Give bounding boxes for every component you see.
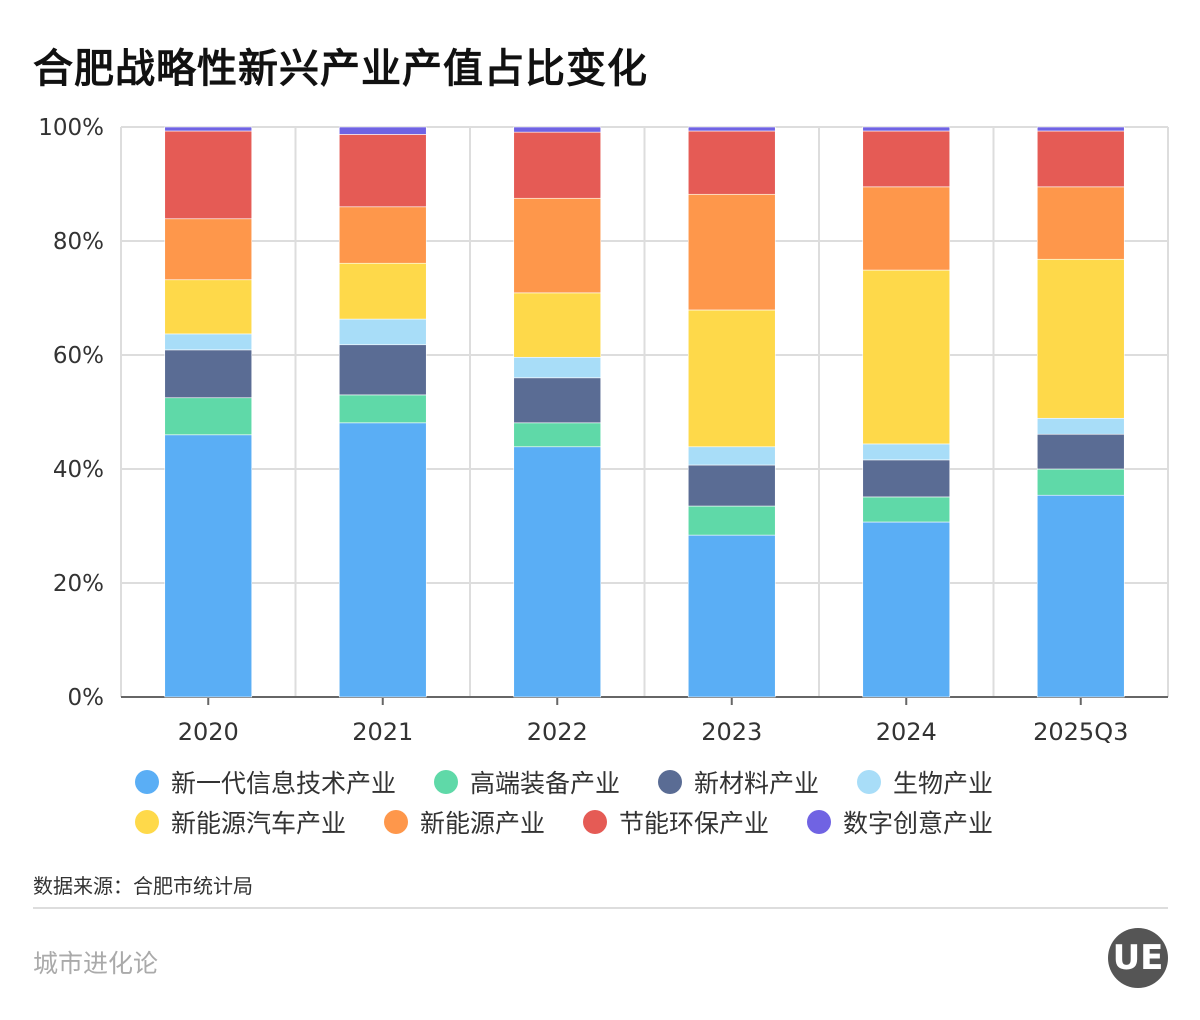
bar-segment [513,446,602,698]
bar-segment [164,333,253,351]
x-tick-label: 2024 [876,718,937,746]
bar-segment [164,349,253,399]
chart-title: 合肥战略性新兴产业产值占比变化 [33,46,648,92]
bar-segment [164,397,253,436]
legend-label: 高端装备产业 [470,769,621,798]
bar-segment [687,309,776,448]
bar-segment [164,218,253,281]
bar-segment [687,505,776,536]
bar-segment [862,269,951,445]
bar-segment [513,126,602,133]
legend-marker [434,770,459,794]
bar-segment [1036,433,1125,470]
bar-segment [338,394,427,424]
bar-segment [338,422,427,698]
legend-item: 数字创意产业 [807,804,993,840]
bar-segment [513,422,602,448]
bar-segment [164,130,253,220]
bar-segment [862,443,951,461]
x-tick-label: 2020 [178,718,239,746]
bar-segment [338,126,427,135]
legend-item: 新能源产业 [384,804,545,840]
footer-brand: 城市进化论 [33,949,159,978]
bar-segment [687,464,776,507]
legend-marker [658,770,683,794]
bar-segment [513,131,602,199]
source-note: 数据来源：合肥市统计局 [33,874,253,898]
legend-label: 新能源产业 [420,809,546,838]
stacked-bar-chart: 0% 20% 40% 60% 80% 100% 2020 2021 2022 2023 2024 20… [38,115,1169,746]
legend-label: 新一代信息技术产业 [171,769,397,798]
legend: 新一代信息技术产业 高端装备产业 新材料产业 生物产业 新能源汽车产业 新能源产业 节能环… [135,762,1135,842]
legend-item: 高端装备产业 [434,764,620,800]
bar-segment [862,521,951,698]
bar-segment [338,206,427,264]
bar-segment [338,318,427,346]
bar-segment [164,434,253,698]
bar-segment [687,130,776,195]
bar-segment [862,130,951,188]
y-tick-label: 60% [53,343,104,369]
legend-item: 新材料产业 [658,764,819,800]
bar-segment [687,446,776,466]
bar-segment [862,126,951,132]
legend-item: 生物产业 [857,764,993,800]
bar-segment [513,197,602,294]
bar-segment [164,279,253,335]
bar-segment [687,126,776,132]
bar-segment [862,186,951,271]
bar-segment [862,459,951,498]
legend-marker [583,810,608,834]
legend-label: 生物产业 [893,769,994,798]
legend-label: 新材料产业 [694,769,820,798]
legend-marker [807,810,832,834]
bar-segment [513,377,602,424]
bar-segment [1036,417,1125,435]
bar-segment [687,534,776,698]
legend-item: 节能环保产业 [583,804,769,840]
legend-label: 新能源汽车产业 [171,809,347,838]
bar-segment [1036,468,1125,496]
y-tick-label: 100% [38,115,104,141]
bar-segment [687,193,776,311]
x-tick-label: 2021 [352,718,413,746]
y-tick-label: 40% [53,457,104,483]
legend-label: 数字创意产业 [843,809,994,838]
bar-segment [164,126,253,132]
bar-segment [1036,494,1125,698]
legend-marker [135,810,159,834]
bar-segment [1036,258,1125,419]
bar-segment [1036,126,1125,132]
bar-segment [1036,186,1125,260]
legend-marker [135,770,159,794]
y-tick-label: 0% [68,685,105,711]
divider [33,907,1168,909]
y-tick-label: 80% [53,229,104,255]
bar-segment [513,292,602,358]
legend-marker [857,770,882,794]
bar-segment [1036,130,1125,188]
x-tick-label: 2022 [527,718,588,746]
legend-label: 节能环保产业 [619,809,770,838]
legend-item: 新能源汽车产业 [135,804,346,840]
bar-segment [862,496,951,523]
y-tick-label: 20% [53,571,104,597]
bar-segment [338,134,427,208]
urban-evolution-logo: UE [1108,928,1168,988]
legend-marker [384,810,409,834]
x-tick-label: 2023 [701,718,762,746]
bar-segment [338,344,427,396]
legend-item: 新一代信息技术产业 [135,764,396,800]
bar-segment [513,356,602,379]
bar-segment [338,262,427,320]
x-tick-label: 2025Q3 [1033,718,1128,746]
